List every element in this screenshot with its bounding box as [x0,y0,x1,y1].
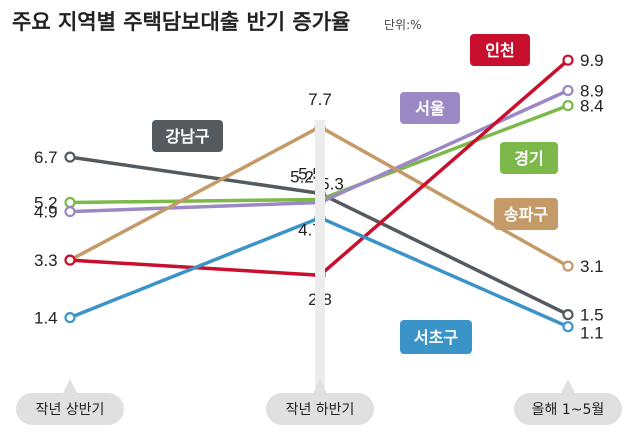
value-label-0-2: 1.5 [580,306,604,325]
category-label-2: 올해 1~5월 [532,402,605,418]
data-point-5-2 [562,321,574,333]
series-tag-label-1: 경기 [514,149,543,168]
category-label-0: 작년 상반기 [36,402,105,418]
series-tag-box-5 [400,320,472,354]
data-point-3-2 [562,260,574,272]
series-tag-label-4: 인천 [485,41,514,60]
category-pointer-0 [63,379,77,393]
value-label-3-2: 3.1 [580,257,604,276]
value-label-5-2: 1.1 [580,324,604,343]
data-point-0-2 [562,309,574,321]
value-label-2-0: 4.9 [34,203,58,222]
data-point-4-0 [64,254,76,266]
data-point-1-0 [64,196,76,209]
chart-title: 주요 지역별 주택담보대출 반기 증가율 [12,10,350,34]
chart-unit: 단위:% [384,18,422,32]
series-tag-box-0 [152,120,223,152]
data-point-5-0 [64,312,76,324]
value-label-2-2: 8.9 [580,82,604,101]
value-label-3-1: 7.7 [308,90,332,109]
category-label-1: 작년 하반기 [286,402,355,418]
series-tag-box-1 [500,142,558,174]
category-pill-0 [16,393,124,425]
value-label-1-1: 5.3 [320,175,344,194]
data-point-4-2 [562,54,574,66]
data-point-0-0 [64,151,76,163]
series-tag-label-0: 강남구 [165,127,209,146]
value-label-2-1: 5.2 [290,168,314,187]
category-pointer-1 [313,379,327,393]
series-tag-box-2 [400,92,460,124]
data-point-1-2 [562,99,574,112]
value-label-0-0: 6.7 [34,148,58,167]
value-label-3-0: 3.3 [34,251,58,270]
data-point-2-2 [562,84,574,97]
series-tag-box-3 [494,198,558,230]
value-label-4-2: 9.9 [580,51,604,70]
value-label-5-0: 1.4 [34,309,58,328]
series-tag-label-2: 서울 [415,99,445,118]
series-tag-box-4 [470,34,530,66]
category-pill-2 [514,393,622,425]
value-label-1-0: 5.2 [34,194,58,213]
series-tag-label-3: 송파구 [504,205,548,224]
category-pointer-2 [561,379,575,393]
value-label-1-2: 8.4 [580,97,604,116]
data-point-2-0 [64,206,76,218]
series-tag-label-5: 서초구 [414,328,458,347]
category-pill-1 [266,393,374,425]
